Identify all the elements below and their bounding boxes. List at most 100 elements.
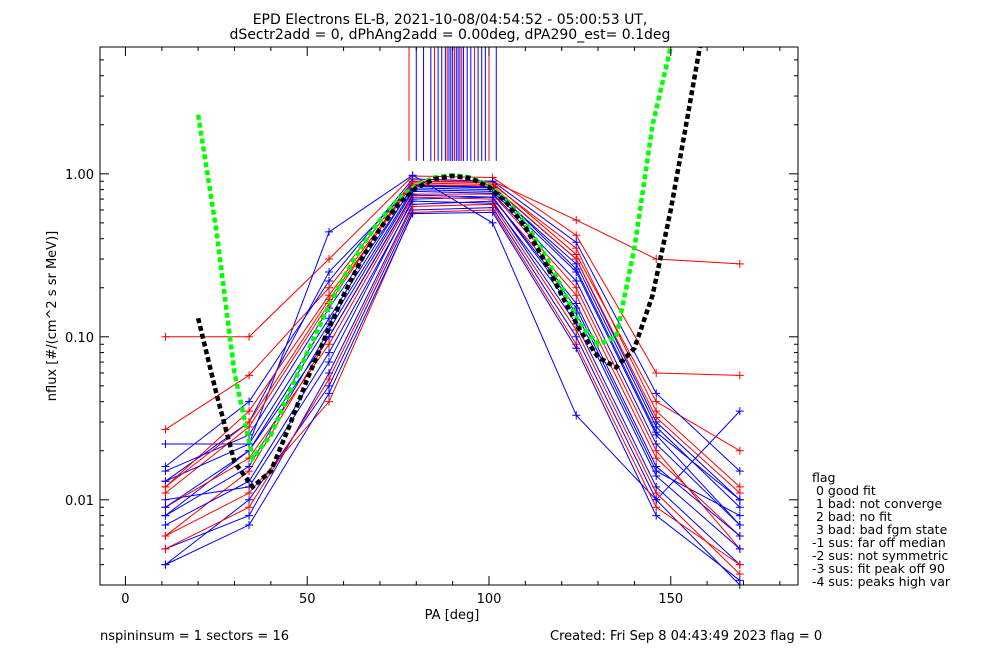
series-line — [165, 180, 741, 494]
data-point — [161, 425, 170, 434]
data-point — [652, 511, 661, 520]
data-point — [652, 495, 661, 504]
data-point — [325, 397, 334, 406]
data-point — [408, 202, 417, 211]
data-point — [325, 283, 334, 292]
data-point — [161, 495, 170, 504]
data-point — [245, 407, 254, 416]
data-point — [245, 418, 254, 427]
data-point — [161, 503, 170, 512]
x-tick-label: 100 — [477, 592, 502, 607]
data-series — [161, 174, 744, 476]
data-point — [735, 259, 744, 268]
x-tick-label: 50 — [299, 592, 316, 607]
y-axis-label: nflux [#/(cm^2 s sr MeV)] — [45, 231, 60, 401]
data-point — [161, 482, 170, 491]
legend-item: 3 bad: bad fgm state — [812, 522, 948, 537]
legend-item: -1 sus: far off median — [812, 535, 946, 550]
data-point — [652, 489, 661, 498]
data-point — [652, 397, 661, 406]
data-point — [245, 332, 254, 341]
series-line — [165, 185, 741, 501]
data-series — [161, 182, 744, 504]
legend-item: 0 good fit — [812, 483, 876, 498]
data-point — [572, 255, 581, 264]
data-point — [325, 348, 334, 357]
data-point — [245, 521, 254, 530]
data-point — [735, 560, 744, 569]
data-point — [325, 227, 334, 236]
data-series — [161, 208, 744, 585]
data-point — [245, 462, 254, 471]
data-point — [161, 332, 170, 341]
data-point — [652, 471, 661, 480]
data-point — [735, 467, 744, 476]
data-point — [245, 489, 254, 498]
series-line — [165, 200, 741, 566]
series-line — [165, 196, 741, 517]
data-point — [245, 495, 254, 504]
series-line — [165, 207, 741, 586]
data-point — [652, 439, 661, 448]
data-point — [325, 276, 334, 285]
data-point — [652, 389, 661, 398]
series-line — [165, 203, 741, 575]
data-point — [325, 314, 334, 323]
series-line — [165, 190, 741, 526]
data-point — [408, 209, 417, 218]
data-point — [488, 208, 497, 217]
data-point — [161, 560, 170, 569]
series-line — [165, 200, 741, 550]
data-point — [488, 200, 497, 209]
peak-lines-layer — [408, 47, 497, 161]
chart-title-line-1: EPD Electrons EL-B, 2021-10-08/04:54:52 … — [253, 12, 648, 28]
data-point — [735, 521, 744, 530]
data-point — [325, 389, 334, 398]
data-point — [735, 489, 744, 498]
series-line — [165, 182, 741, 488]
legend-item: -2 sus: not symmetric — [812, 548, 948, 563]
data-point — [652, 462, 661, 471]
data-point — [652, 413, 661, 422]
data-point — [735, 544, 744, 553]
series-line — [165, 174, 741, 501]
data-point — [572, 283, 581, 292]
data-point — [245, 371, 254, 380]
data-point — [325, 255, 334, 264]
legend-item: -4 sus: peaks high var — [812, 574, 951, 589]
data-point — [572, 276, 581, 285]
data-point — [161, 511, 170, 520]
data-point — [652, 503, 661, 512]
series-line — [165, 183, 741, 494]
data-point — [735, 371, 744, 380]
legend-item: -3 sus: fit peak off 90 — [812, 561, 945, 576]
data-point — [161, 544, 170, 553]
y-tick-label: 0.10 — [65, 331, 94, 346]
data-point — [161, 521, 170, 530]
data-point — [735, 503, 744, 512]
series-line — [165, 184, 741, 501]
series-line — [165, 187, 741, 508]
chart-title-line-2: dSectr2add = 0, dPhAng2add = 0.00deg, dP… — [230, 27, 671, 43]
legend-item: 2 bad: no fit — [812, 509, 892, 524]
y-tick-label: 0.01 — [65, 494, 94, 509]
legend-item: 1 bad: not converge — [812, 496, 942, 511]
series-line — [165, 189, 741, 526]
footer-left: nspininsum = 1 sectors = 16 — [100, 629, 289, 644]
data-point — [325, 358, 334, 367]
data-point — [161, 439, 170, 448]
data-point — [572, 344, 581, 353]
data-point — [572, 216, 581, 225]
data-point — [735, 511, 744, 520]
data-point — [161, 462, 170, 471]
x-tick-label: 150 — [658, 592, 683, 607]
data-point — [735, 531, 744, 540]
fit-curves-layer — [195, 46, 703, 491]
fit-curve — [195, 46, 703, 491]
flag-legend: flag 0 good fit 1 bad: not converge 2 ba… — [812, 470, 951, 589]
axes-layer: 0 50 100 150 0.01 0.10 1.00 — [65, 46, 799, 607]
series-line — [165, 178, 741, 472]
x-axis-label: PA [deg] — [425, 608, 480, 623]
data-point — [161, 531, 170, 540]
data-point — [735, 495, 744, 504]
